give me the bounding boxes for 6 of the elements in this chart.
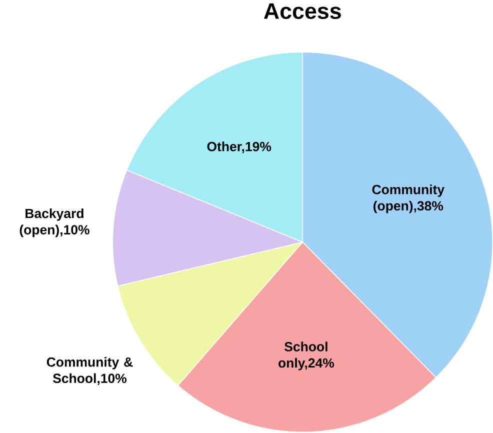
slice-label: School only,24% <box>278 342 334 371</box>
slice-label: Other,19% <box>207 142 272 154</box>
slice-label: Community & School,10% <box>46 357 133 386</box>
slice-label: Community (open),38% <box>372 184 444 214</box>
chart-title: Access <box>264 4 341 20</box>
slice-label: Backyard (open),10% <box>20 208 90 238</box>
